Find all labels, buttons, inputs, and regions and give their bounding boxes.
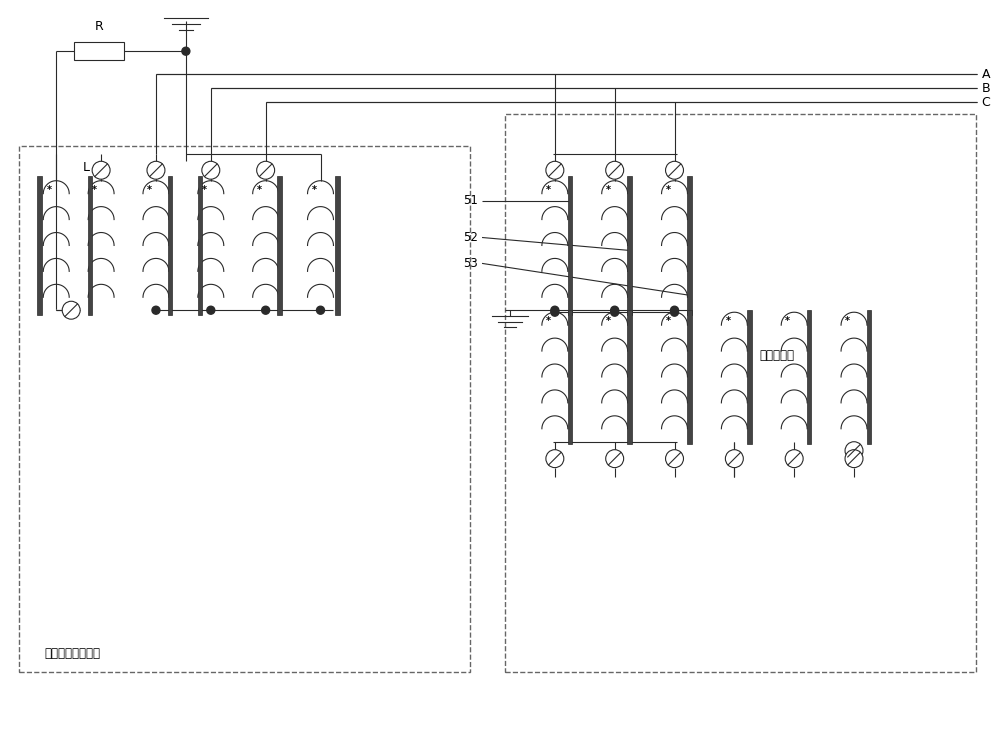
Bar	[687, 176, 692, 315]
Bar	[168, 176, 172, 315]
Text: *: *	[666, 316, 671, 326]
Bar	[687, 310, 692, 444]
Bar	[74, 42, 124, 60]
Circle shape	[317, 306, 324, 314]
Bar	[867, 310, 871, 444]
Bar	[19, 146, 470, 672]
Bar	[198, 176, 202, 315]
Circle shape	[546, 450, 564, 467]
Text: *: *	[312, 184, 317, 195]
Text: *: *	[202, 184, 207, 195]
Circle shape	[62, 301, 80, 319]
Bar	[335, 176, 340, 315]
Circle shape	[257, 161, 275, 179]
Circle shape	[606, 450, 624, 467]
Text: *: *	[546, 316, 551, 326]
Circle shape	[845, 442, 863, 459]
Text: B: B	[982, 82, 990, 95]
Circle shape	[785, 450, 803, 467]
Circle shape	[671, 306, 679, 314]
Circle shape	[606, 161, 624, 179]
Circle shape	[92, 161, 110, 179]
Circle shape	[202, 161, 220, 179]
Circle shape	[546, 161, 564, 179]
Text: *: *	[147, 184, 152, 195]
Bar	[568, 176, 572, 315]
Circle shape	[182, 47, 190, 55]
Circle shape	[207, 306, 215, 314]
Bar	[747, 310, 752, 444]
Circle shape	[551, 306, 559, 314]
Circle shape	[147, 161, 165, 179]
Bar	[568, 310, 572, 444]
Text: *: *	[257, 184, 262, 195]
Circle shape	[152, 306, 160, 314]
Bar	[807, 310, 811, 444]
Text: *: *	[92, 184, 97, 195]
Bar	[627, 310, 632, 444]
Text: *: *	[606, 184, 611, 195]
Circle shape	[671, 308, 679, 316]
Circle shape	[845, 450, 863, 467]
Circle shape	[666, 450, 683, 467]
Circle shape	[611, 306, 619, 314]
Text: A: A	[982, 68, 990, 81]
Text: C: C	[982, 96, 990, 109]
Text: *: *	[47, 184, 52, 195]
Text: *: *	[785, 316, 790, 326]
Circle shape	[551, 308, 559, 316]
Bar	[505, 114, 976, 672]
Text: *: *	[666, 184, 671, 195]
Circle shape	[611, 308, 619, 316]
Text: *: *	[845, 316, 850, 326]
Bar	[37, 176, 42, 315]
Text: *: *	[606, 316, 611, 326]
Text: L: L	[83, 161, 90, 174]
Text: 51: 51	[463, 194, 478, 207]
Text: R: R	[95, 21, 103, 33]
Text: 52: 52	[463, 231, 478, 244]
Circle shape	[262, 306, 270, 314]
Circle shape	[666, 161, 683, 179]
Text: 电压互感器: 电压互感器	[759, 348, 794, 362]
Bar	[277, 176, 282, 315]
Text: 53: 53	[463, 257, 478, 270]
Text: *: *	[725, 316, 730, 326]
Circle shape	[725, 450, 743, 467]
Bar	[627, 176, 632, 315]
Text: 三相五柱式电抗器: 三相五柱式电抗器	[44, 647, 100, 660]
Bar	[88, 176, 92, 315]
Text: *: *	[546, 184, 551, 195]
